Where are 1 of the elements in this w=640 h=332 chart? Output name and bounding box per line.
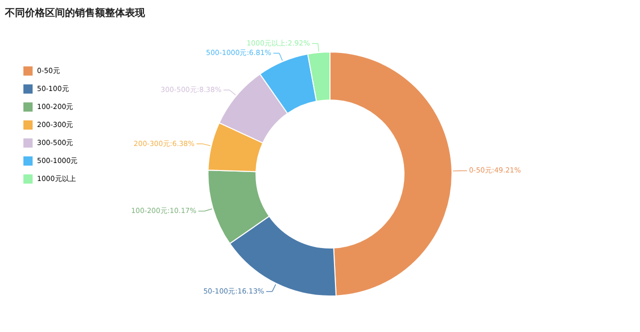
chart-title: 不同价格区间的销售额整体表现 — [4, 7, 146, 19]
